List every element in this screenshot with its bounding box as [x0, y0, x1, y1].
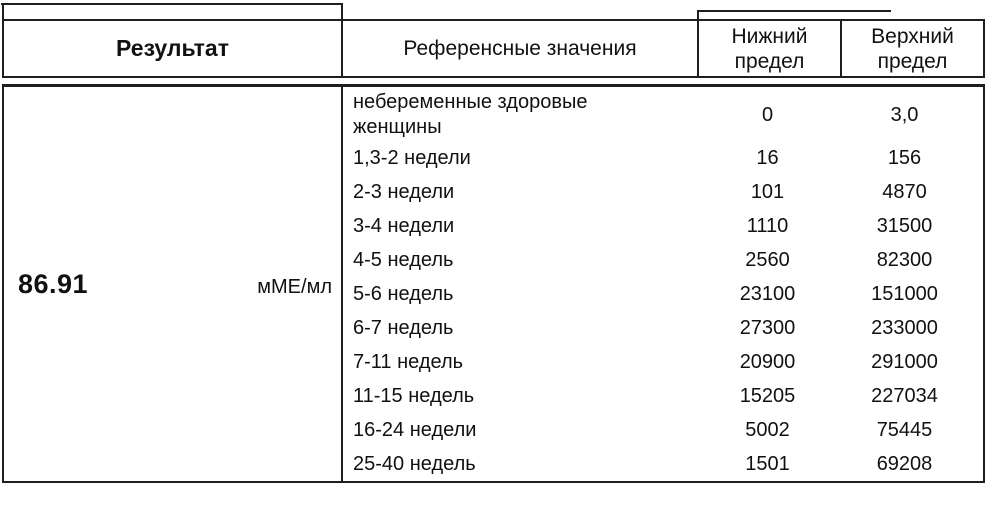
range-label: 16-24 недели	[353, 418, 477, 441]
lower-limit-value: 101	[750, 180, 785, 203]
upper-limit-value: 3,0	[890, 103, 919, 126]
range-label: 3-4 недели	[353, 214, 455, 237]
top-rule-right-segment	[699, 10, 891, 12]
lower-limit-value: 27300	[739, 316, 796, 339]
reference-column-header: Референсные значения	[343, 21, 699, 76]
lower-limit-value: 2560	[745, 248, 790, 271]
upper-limit-value: 69208	[876, 452, 933, 475]
result-unit: мМЕ/мл	[257, 275, 332, 298]
reference-rows: небеременные здоровые женщины 0 3,0 1,3-…	[343, 87, 983, 481]
upper-limit-value: 156	[887, 146, 922, 169]
lower-limit-value: 0	[761, 103, 774, 126]
table-row: 2-3 недели 101 4870	[343, 175, 983, 209]
upper-limit-value: 75445	[876, 418, 933, 441]
range-label: 6-7 недель	[353, 316, 454, 339]
result-cell: 86.91 мМЕ/мл	[4, 87, 343, 481]
table-row: 11-15 недель 15205 227034	[343, 379, 983, 413]
lower-limit-value: 20900	[739, 350, 796, 373]
table-row: 4-5 недель 2560 82300	[343, 243, 983, 277]
range-label: 7-11 недель	[353, 350, 464, 373]
lower-limit-value: 16	[756, 146, 779, 169]
table-row: небеременные здоровые женщины 0 3,0	[343, 89, 983, 141]
upper-limit-value: 291000	[871, 350, 938, 373]
upper-limit-value: 31500	[876, 214, 933, 237]
upper-limit-value: 233000	[871, 316, 938, 339]
table-row: 7-11 недель 20900 291000	[343, 345, 983, 379]
lower-limit-divider-stub	[697, 10, 699, 20]
lower-limit-value: 1110	[746, 214, 789, 237]
upper-limit-value: 82300	[876, 248, 933, 271]
upper-limit-value: 151000	[871, 282, 938, 305]
table-row: 16-24 недели 5002 75445	[343, 413, 983, 447]
table-row: 5-6 недель 23100 151000	[343, 277, 983, 311]
upper-limit-column-header: Верхний предел	[871, 24, 954, 73]
upper-limit-value: 4870	[882, 180, 927, 203]
range-label: 4-5 недель	[353, 248, 454, 271]
result-column-header: Результат	[4, 21, 343, 76]
lower-limit-value: 5002	[745, 418, 790, 441]
top-rule-left-segment	[1, 3, 341, 5]
result-line: 86.91 мМЕ/мл	[4, 269, 341, 300]
range-label: 5-6 недель	[353, 282, 454, 305]
table-body: 86.91 мМЕ/мл небеременные здоровые женщи…	[2, 84, 985, 483]
left-border-stub	[2, 3, 4, 20]
result-value: 86.91	[18, 268, 89, 299]
table-header-row: Результат Референсные значения Нижний пр…	[2, 19, 985, 78]
upper-limit-value: 227034	[871, 384, 938, 407]
lower-limit-value: 23100	[739, 282, 796, 305]
range-label: 1,3-2 недели	[353, 146, 471, 169]
table-row: 1,3-2 недели 16 156	[343, 141, 983, 175]
range-label: 11-15 недель	[353, 384, 475, 407]
table-row: 25-40 недель 1501 69208	[343, 447, 983, 481]
range-label: небеременные здоровые женщины	[353, 91, 588, 138]
range-label: 25-40 недель	[353, 452, 476, 475]
lower-limit-column-header: Нижний предел	[699, 21, 842, 76]
lower-limit-value: 1501	[745, 452, 790, 475]
column-divider-stub	[341, 3, 343, 20]
table-row: 3-4 недели 1110 31500	[343, 209, 983, 243]
lower-limit-value: 15205	[739, 384, 796, 407]
table-row: 6-7 недель 27300 233000	[343, 311, 983, 345]
range-label: 2-3 недели	[353, 180, 455, 203]
